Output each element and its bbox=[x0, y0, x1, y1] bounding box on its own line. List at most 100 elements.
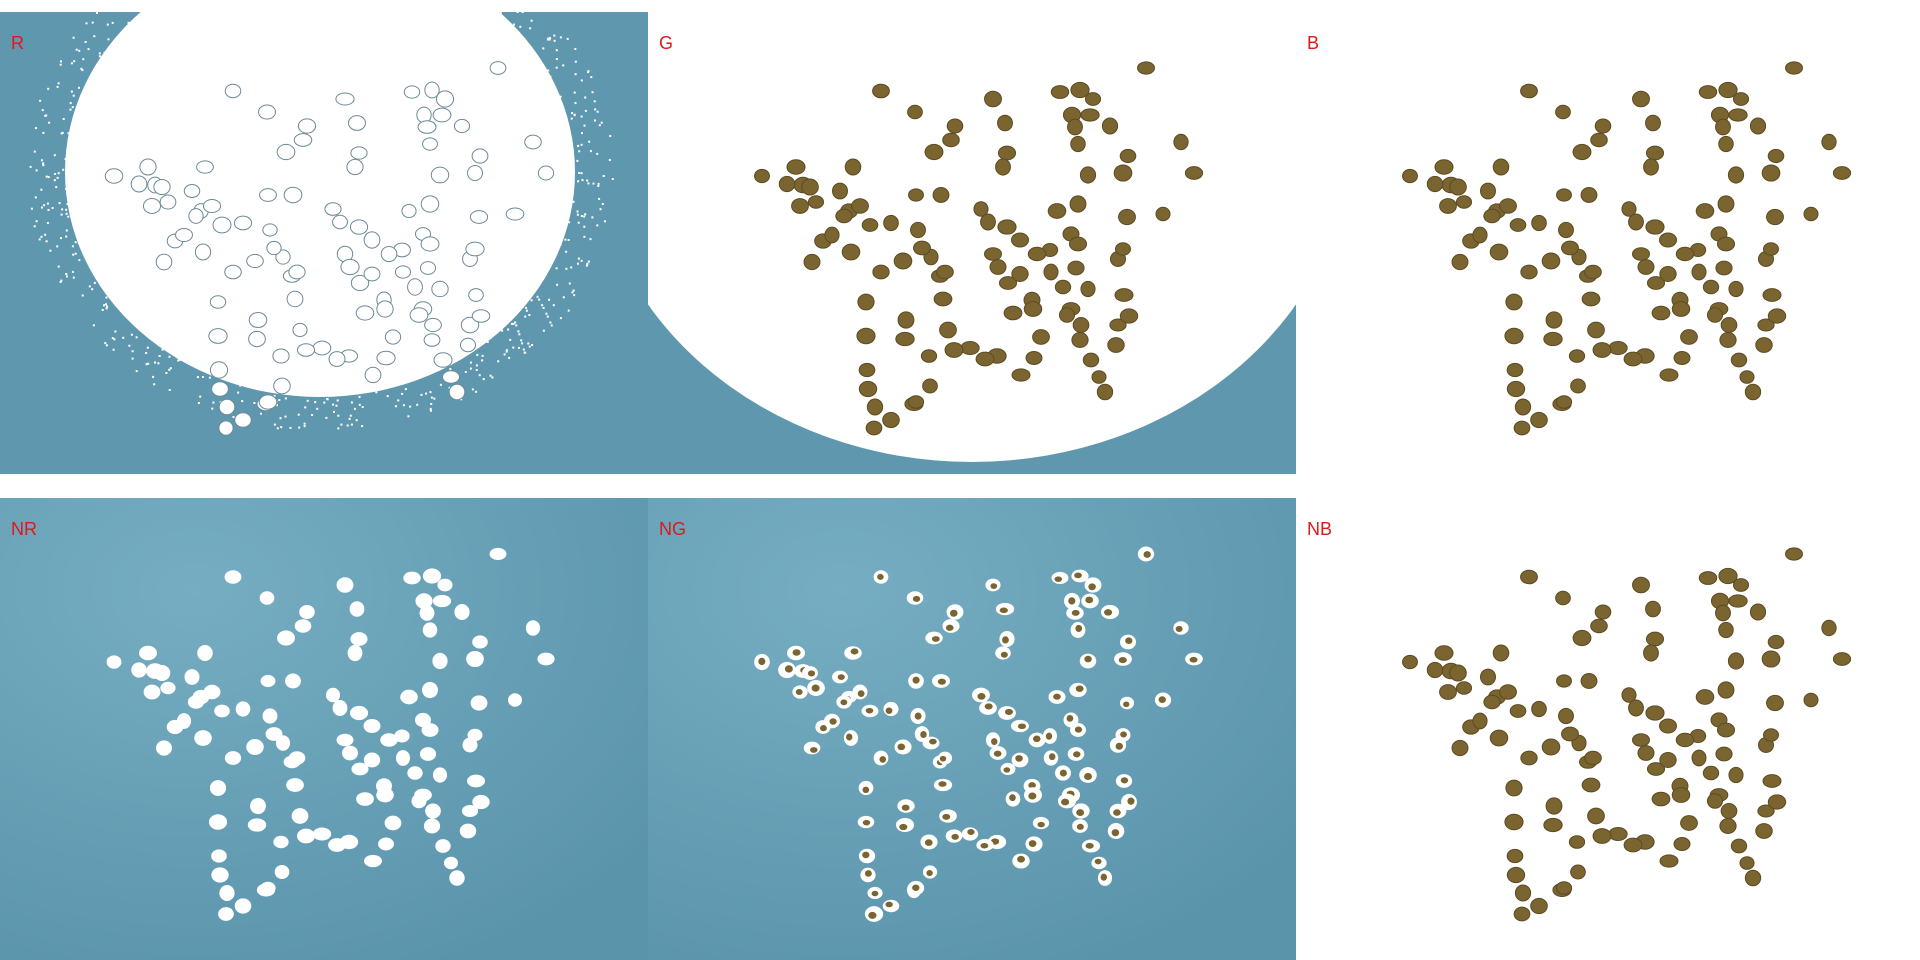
seed-blob bbox=[1506, 848, 1524, 864]
speckle-dot bbox=[260, 412, 262, 415]
speckle-dot bbox=[152, 375, 155, 378]
speckle-dot bbox=[278, 399, 281, 401]
seed-blob bbox=[465, 241, 485, 257]
seed-blob bbox=[1645, 705, 1665, 721]
seed-blob bbox=[1011, 265, 1029, 283]
seed-blob bbox=[995, 646, 1011, 660]
speckle-dot bbox=[577, 144, 580, 147]
seed-blob bbox=[1671, 787, 1691, 803]
speckle-dot bbox=[336, 399, 339, 402]
seed-blob bbox=[234, 898, 252, 914]
seed-blob bbox=[1100, 604, 1120, 620]
seed-blob bbox=[1184, 166, 1204, 180]
seed-blob bbox=[1645, 219, 1665, 235]
seed-blob bbox=[975, 351, 995, 367]
speckle-dot bbox=[60, 237, 62, 240]
seed-blob bbox=[1720, 802, 1738, 820]
speckle-dot bbox=[570, 266, 573, 269]
speckle-dot bbox=[44, 114, 47, 117]
seed-blob bbox=[985, 732, 1001, 748]
seed-blob bbox=[1767, 794, 1787, 810]
seed-blob bbox=[1637, 259, 1655, 275]
seed-blob bbox=[273, 377, 291, 395]
seed-blob bbox=[1659, 265, 1677, 283]
speckle-dot bbox=[279, 417, 282, 420]
speckle-dot bbox=[358, 403, 361, 406]
seed-blob bbox=[1673, 351, 1691, 365]
speckle-dot bbox=[397, 399, 400, 402]
seed-blob bbox=[844, 646, 862, 660]
speckle-dot bbox=[402, 404, 405, 407]
seed-blob bbox=[1027, 246, 1047, 262]
seed-blob bbox=[1556, 188, 1572, 202]
seed-blob bbox=[234, 412, 252, 428]
seed-blob bbox=[1761, 164, 1781, 182]
seed-blob bbox=[857, 815, 875, 829]
seed-blob bbox=[1069, 682, 1087, 698]
seed-blob bbox=[537, 165, 555, 181]
seed-blob bbox=[1717, 681, 1735, 699]
seed-blob bbox=[1561, 726, 1579, 742]
speckle-dot bbox=[481, 354, 484, 357]
speckle-dot bbox=[82, 58, 85, 61]
seed-blob bbox=[1483, 208, 1501, 224]
seed-blob bbox=[995, 602, 1015, 616]
speckle-dot bbox=[525, 306, 528, 309]
speckle-dot bbox=[107, 38, 110, 41]
seed-blob bbox=[349, 601, 365, 617]
seed-blob bbox=[1047, 203, 1067, 219]
speckle-dot bbox=[47, 176, 50, 179]
speckle-dot bbox=[512, 322, 515, 325]
seed-blob bbox=[355, 305, 375, 321]
seed-blob bbox=[1173, 621, 1189, 635]
speckle-dot bbox=[253, 402, 256, 404]
speckle-dot bbox=[51, 207, 54, 209]
speckle-dot bbox=[169, 367, 172, 370]
seed-blob bbox=[1067, 118, 1083, 136]
seed-blob bbox=[1555, 395, 1573, 409]
seed-blob bbox=[1832, 166, 1852, 180]
seed-blob bbox=[1749, 117, 1767, 135]
seed-blob bbox=[857, 293, 875, 311]
speckle-dot bbox=[38, 238, 41, 241]
seed-blob bbox=[537, 652, 555, 666]
speckle-dot bbox=[448, 386, 451, 389]
seed-blob bbox=[786, 645, 806, 661]
seed-blob bbox=[467, 728, 483, 742]
speckle-dot bbox=[545, 312, 548, 315]
seed-blob bbox=[1659, 854, 1679, 868]
speckle-dot bbox=[297, 413, 300, 416]
speckle-dot bbox=[596, 224, 599, 227]
seed-blob bbox=[1691, 749, 1707, 767]
speckle-dot bbox=[85, 22, 88, 25]
speckle-dot bbox=[555, 58, 558, 60]
seed-blob bbox=[1080, 108, 1100, 122]
seed-blob bbox=[1541, 252, 1561, 270]
speckle-dot bbox=[361, 425, 364, 428]
seed-blob bbox=[998, 706, 1016, 720]
speckle-dot bbox=[505, 349, 508, 352]
seed-blob bbox=[1592, 342, 1612, 358]
speckle-dot bbox=[273, 394, 276, 397]
speckle-dot bbox=[106, 305, 109, 308]
seed-blob bbox=[184, 669, 200, 685]
seed-blob bbox=[1032, 329, 1050, 345]
seed-blob bbox=[897, 311, 915, 329]
seed-blob bbox=[348, 115, 366, 131]
seed-blob bbox=[460, 316, 480, 334]
panel-b-image bbox=[1296, 12, 1920, 474]
speckle-dot bbox=[131, 357, 134, 360]
seed-blob bbox=[1645, 114, 1661, 132]
speckle-dot bbox=[573, 294, 576, 297]
seed-blob bbox=[1728, 280, 1744, 298]
seed-blob bbox=[873, 570, 889, 584]
speckle-dot bbox=[588, 140, 591, 143]
seed-blob bbox=[1137, 546, 1155, 562]
seed-blob bbox=[1155, 206, 1171, 222]
speckle-dot bbox=[536, 295, 539, 298]
speckle-dot bbox=[553, 39, 556, 42]
speckle-dot bbox=[552, 304, 555, 307]
speckle-dot bbox=[44, 233, 47, 236]
seed-blob bbox=[454, 603, 470, 621]
seed-blob bbox=[1555, 881, 1573, 895]
